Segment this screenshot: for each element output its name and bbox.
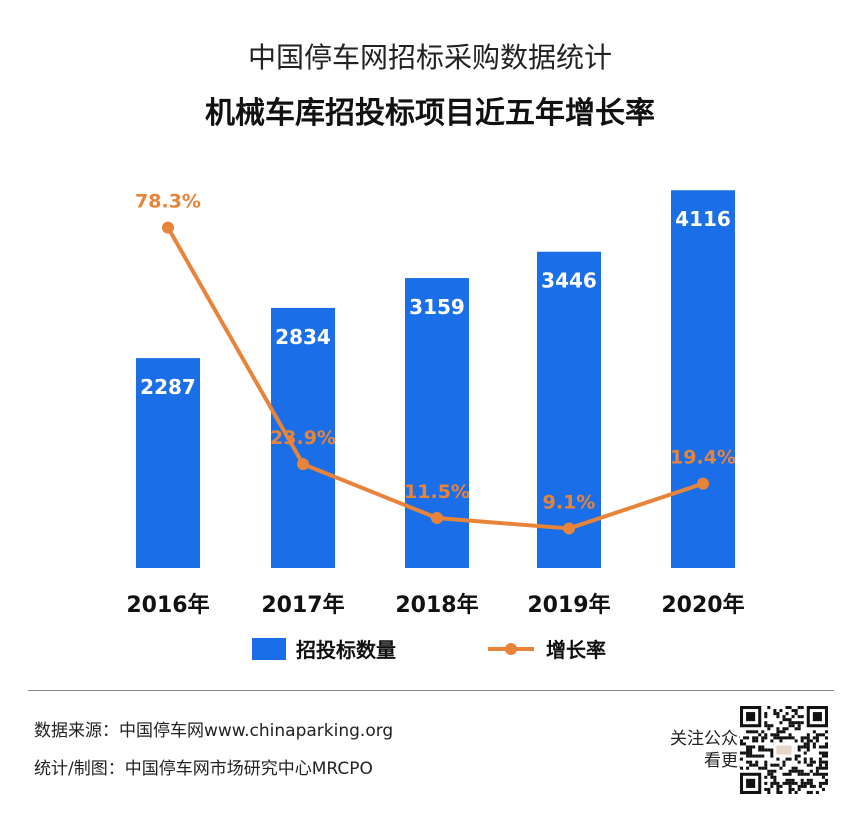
x-tick-label-1: 2017年 <box>261 592 344 618</box>
data-source: 数据来源：中国停车网www.chinaparking.org <box>34 721 394 741</box>
growth-rate-point-3 <box>563 522 575 535</box>
legend-line-marker <box>505 643 517 655</box>
growth-rate-point-1 <box>297 458 309 471</box>
bar-value-label-3: 3446 <box>541 269 597 293</box>
legend-bar-label: 招投标数量 <box>296 638 396 662</box>
legend-line-label: 增长率 <box>546 638 606 662</box>
qr-caption-line2: 看更多 <box>704 751 755 771</box>
bar-value-label-4: 4116 <box>675 207 731 231</box>
growth-rate-label-3: 9.1% <box>543 491 596 513</box>
growth-rate-label-4: 19.4% <box>670 447 736 469</box>
growth-rate-label-1: 23.9% <box>270 427 336 449</box>
growth-rate-point-2 <box>431 512 443 525</box>
chart-title: 机械车库招投标项目近五年增长率 <box>205 96 655 131</box>
x-tick-label-2: 2018年 <box>395 592 478 618</box>
chart: 2287 2834 3159 3446 4116 2016年 2017年 2018年 2019年… <box>126 190 745 662</box>
bar-value-label-2: 3159 <box>409 295 465 319</box>
legend-bar-swatch <box>252 638 286 660</box>
x-tick-label-0: 2016年 <box>126 592 209 618</box>
growth-rate-point-0 <box>162 221 174 234</box>
bar-value-label-1: 2834 <box>275 325 331 349</box>
growth-rate-label-0: 78.3% <box>135 191 201 213</box>
bar-3 <box>537 251 601 569</box>
growth-rate-label-2: 11.5% <box>404 481 470 503</box>
qr-caption-line1: 关注公众号 <box>670 729 755 749</box>
x-tick-label-4: 2020年 <box>661 592 744 618</box>
bar-4 <box>671 190 735 568</box>
growth-rate-point-4 <box>697 477 709 490</box>
bar-1 <box>271 307 335 568</box>
chart-credit: 统计/制图：中国停车网市场研究中心MRCPO <box>34 759 373 779</box>
bar-2 <box>405 278 469 568</box>
x-tick-label-3: 2019年 <box>527 592 610 618</box>
bar-0 <box>136 358 200 568</box>
page-title: 中国停车网招标采购数据统计 <box>247 41 612 74</box>
footer-divider <box>28 690 834 691</box>
bar-value-label-0: 2287 <box>140 375 196 399</box>
qr-code-icon <box>740 706 828 794</box>
